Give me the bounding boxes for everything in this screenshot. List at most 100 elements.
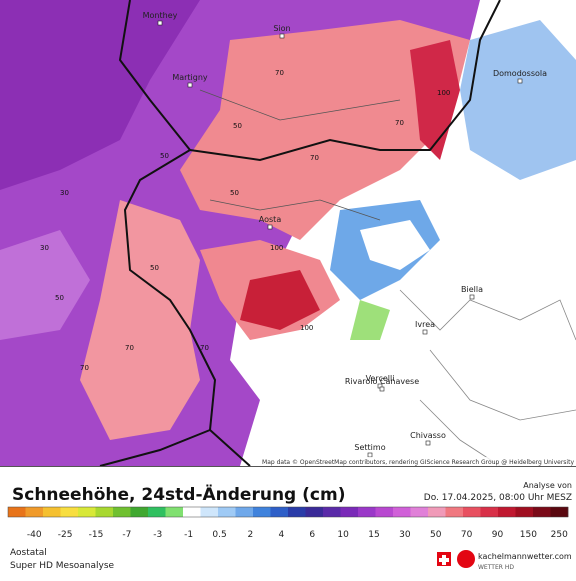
colorbar-segment: [305, 507, 324, 517]
colorbar-label: -15: [89, 530, 104, 540]
colorbar-segment: [253, 507, 271, 517]
analysis-time: Do. 17.04.2025, 08:00 Uhr MESZ: [424, 493, 572, 503]
city-marker: [367, 452, 373, 458]
colorbar-label: -1: [184, 530, 193, 540]
city-label: Settimo: [354, 443, 385, 452]
colorbar: -40 -25 -15 -7 -3 -1 0.5 2 4 6 10 15 30 50 70 90 150 250: [7, 506, 569, 540]
analysis-label: Analyse von: [523, 481, 572, 490]
colorbar-segment: [165, 507, 184, 517]
city-label: Sion: [273, 24, 290, 33]
colorbar-segment: [148, 507, 166, 517]
logo: [457, 550, 475, 568]
colorbar-segment: [43, 507, 61, 517]
colorbar-segment: [375, 507, 394, 517]
colorbar-segment: [78, 507, 96, 517]
contour-label: 70: [395, 119, 404, 127]
contour-label: 70: [275, 69, 284, 77]
colorbar-segment: [358, 507, 376, 517]
contour-label: 100: [270, 244, 283, 252]
colorbar-segment: [533, 507, 551, 517]
city-label: Domodossola: [493, 69, 547, 78]
colorbar-label: -40: [27, 530, 42, 540]
colorbar-segment: [113, 507, 131, 517]
contour-label: 50: [150, 264, 159, 272]
legend-title: Schneehöhe, 24std-Änderung (cm): [12, 483, 345, 505]
city-label: Biella: [461, 285, 483, 294]
colorbar-frame: [7, 506, 569, 518]
colorbar-label: -25: [58, 530, 73, 540]
contour-label: 50: [230, 189, 239, 197]
contour-label: 50: [233, 122, 242, 130]
colorbar-label: -7: [122, 530, 131, 540]
city-marker: [267, 224, 273, 230]
city-label: Ivrea: [415, 320, 435, 329]
colorbar-segment: [25, 507, 44, 517]
contour-label: 100: [300, 324, 313, 332]
contour-label: 70: [310, 154, 319, 162]
colorbar-label: 15: [368, 530, 379, 540]
colorbar-label: 6: [309, 530, 315, 540]
colorbar-label: 150: [520, 530, 537, 540]
city-label: Aosta: [259, 215, 282, 224]
contour-labels: 50 70 100 50 70 30 50 70 100 70 50 30 70 100 50 70: [40, 69, 450, 372]
colorbar-label: 4: [278, 530, 284, 540]
contour-label: 70: [80, 364, 89, 372]
contour-label: 70: [125, 344, 134, 352]
colorbar-label: 90: [492, 530, 504, 540]
colorbar-label: 70: [461, 530, 473, 540]
colorbar-segment: [8, 507, 26, 517]
contour-label: 70: [200, 344, 209, 352]
colorbar-label: 0.5: [212, 530, 226, 540]
contour-label: 30: [60, 189, 69, 197]
city-marker: [469, 294, 475, 300]
colorbar-segment: [480, 507, 499, 517]
map: [0, 0, 576, 467]
colorbar-segment: [288, 507, 306, 517]
colorbar-label: 2: [248, 530, 254, 540]
colorbar-label: 250: [551, 530, 568, 540]
colorbar-segment: [550, 507, 569, 517]
city-marker: [422, 329, 428, 335]
city-label: Chivasso: [410, 431, 446, 440]
city-marker: [279, 33, 285, 39]
colorbar-segment: [95, 507, 114, 517]
colorbar-segment: [410, 507, 429, 517]
city-label: Rivarolo Canavese: [345, 377, 419, 386]
city-label: Vercelli: [366, 374, 395, 383]
colorbar-segment: [445, 507, 464, 517]
colorbar-segment: [183, 507, 201, 517]
colorbar-segment: [428, 507, 446, 517]
city-marker: [517, 78, 523, 84]
colorbar-segment: [393, 507, 411, 517]
colorbar-label: -3: [153, 530, 162, 540]
city-marker: [379, 386, 385, 392]
colorbar-segment: [130, 507, 149, 517]
contour-label: 50: [55, 294, 64, 302]
city-marker: [157, 20, 163, 26]
brand-sub: WETTER HD: [478, 564, 514, 571]
colorbar-label: 50: [430, 530, 442, 540]
colorbar-segment: [323, 507, 341, 517]
city-marker: [187, 82, 193, 88]
city-label: Martigny: [172, 73, 208, 82]
colorbar-segment: [218, 507, 236, 517]
brand: kachelmannwetter.com: [478, 552, 572, 561]
contour-label: 50: [160, 152, 169, 160]
colorbar-segment: [463, 507, 481, 517]
colorbar-label: 10: [337, 530, 349, 540]
colorbar-segment: [235, 507, 254, 517]
city-labels: Monthey Sion Martigny Domodossola Aosta Biell…: [143, 11, 547, 458]
attribution: Map data © OpenStreetMap contributors, r…: [262, 459, 574, 466]
colorbar-segment: [270, 507, 289, 517]
city-label: Monthey: [143, 11, 178, 20]
colorbar-label: 30: [399, 530, 411, 540]
colorbar-segment: [515, 507, 534, 517]
colorbar-segment: [498, 507, 516, 517]
colorbar-segment: [340, 507, 359, 517]
contour-label: 30: [40, 244, 49, 252]
contour-label: 100: [437, 89, 450, 97]
model: Super HD Mesoanalyse: [10, 561, 115, 571]
region: Aostatal: [10, 548, 47, 558]
colorbar-segment: [200, 507, 219, 517]
